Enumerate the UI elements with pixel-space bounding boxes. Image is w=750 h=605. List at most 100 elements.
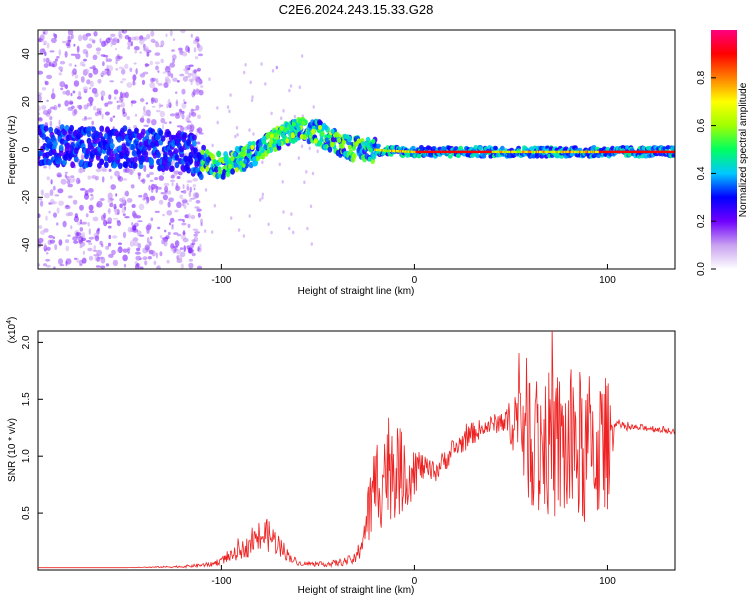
spectral-blob [146, 51, 150, 57]
spectral-blob [50, 198, 55, 205]
spectral-blob [45, 57, 50, 63]
spectral-blob [174, 154, 180, 161]
spectral-blob [190, 33, 193, 38]
spectral-core [507, 150, 509, 154]
spectral-core [398, 150, 400, 153]
spectral-blob [87, 102, 90, 107]
spectral-peak [296, 126, 301, 132]
x-tick-label: -100 [211, 275, 231, 286]
snr-axes: -100 0 100 0.5 1.0 1.5 2.0 [21, 335, 616, 587]
spectral-core [589, 150, 591, 154]
spectral-blob [108, 168, 112, 172]
spectral-blob [194, 206, 200, 209]
spectral-blob [176, 80, 180, 83]
spectral-core [561, 150, 563, 154]
spectral-blob [43, 31, 46, 35]
colorbar: 0.0 0.2 0.4 0.6 0.8 Normalized spectral ampl… [696, 30, 749, 276]
spectral-core [600, 150, 603, 154]
spectral-blob [192, 184, 197, 188]
spectral-core [397, 150, 399, 153]
spectral-core [421, 150, 423, 154]
spectral-blob [190, 122, 193, 126]
colorbar-tick-label: 0.6 [696, 118, 707, 132]
spectral-blob [123, 178, 127, 181]
spectral-blob [97, 150, 102, 157]
spectral-blob [153, 260, 157, 265]
spectral-blob [132, 74, 137, 81]
spectral-blob [60, 178, 67, 185]
spectral-blob [100, 95, 104, 101]
spectral-blob [181, 102, 187, 109]
spectral-peak [367, 156, 372, 162]
spectral-blob [169, 217, 175, 223]
spectral-core [633, 150, 635, 154]
spectral-peak [301, 120, 306, 126]
spectral-core [562, 150, 564, 154]
spectral-blob [188, 129, 194, 133]
spectral-peak [252, 156, 257, 162]
spectral-blob [75, 53, 81, 60]
spectral-blob [181, 113, 185, 120]
spectral-core [456, 150, 459, 154]
spectral-blob [62, 90, 67, 95]
spectral-blob [169, 62, 175, 68]
spectral-blob [122, 248, 128, 253]
spectral-core [445, 150, 447, 154]
spectral-blob [49, 115, 53, 121]
spectral-core [672, 150, 674, 154]
spectral-blob [186, 183, 189, 187]
spectral-blob [65, 42, 71, 47]
x-tick-label: 100 [599, 576, 616, 587]
spectral-blob [155, 187, 158, 194]
spectral-blob [213, 203, 216, 208]
spectral-blob [116, 219, 121, 223]
spectral-blob [169, 121, 172, 124]
spectral-core [539, 150, 542, 154]
spectral-blob [143, 150, 149, 158]
spectral-blob [100, 72, 105, 77]
spectral-core [602, 150, 604, 154]
spectral-blob [72, 177, 76, 182]
spectral-blob [74, 64, 77, 67]
spectral-blob [143, 105, 146, 112]
spectral-blob [456, 153, 461, 158]
colorbar-tick-label: 0.0 [696, 262, 707, 276]
spectral-core [552, 150, 554, 154]
spectral-core [472, 150, 474, 154]
spectral-core [613, 150, 615, 154]
x-tick-label: 0 [412, 576, 418, 587]
spectral-blob [160, 58, 164, 64]
spectral-blob [56, 207, 60, 214]
spectral-core [395, 149, 397, 153]
spectral-blob [148, 241, 152, 247]
spectral-core [540, 150, 543, 154]
spectral-blob [259, 198, 262, 202]
spectral-core [565, 150, 568, 154]
spectral-core [416, 150, 418, 154]
spectral-blob [115, 68, 119, 71]
spectral-peak [343, 151, 348, 157]
spectral-core [498, 150, 500, 154]
spectral-blob [253, 159, 259, 167]
spectral-blob [172, 58, 176, 64]
spectral-blob [81, 257, 87, 264]
spectral-blob [89, 197, 93, 201]
x-tick-label: 0 [412, 275, 418, 286]
spectral-blob [78, 91, 82, 97]
spectral-blob [180, 30, 186, 34]
spectral-blob [131, 222, 134, 226]
spectral-blob [141, 178, 146, 184]
spectral-core [440, 150, 442, 154]
spectral-blob [197, 53, 204, 57]
spectral-core [497, 150, 499, 154]
spectral-core [658, 150, 660, 154]
spectral-blob [48, 235, 54, 239]
spectral-blob [112, 37, 118, 42]
spectral-core [510, 150, 512, 154]
spectral-core [531, 150, 533, 154]
spectral-blob [63, 84, 67, 88]
spectral-blob [133, 62, 137, 65]
spectral-core [455, 150, 458, 154]
spectral-blob [154, 61, 160, 65]
spectral-blob [38, 105, 41, 112]
